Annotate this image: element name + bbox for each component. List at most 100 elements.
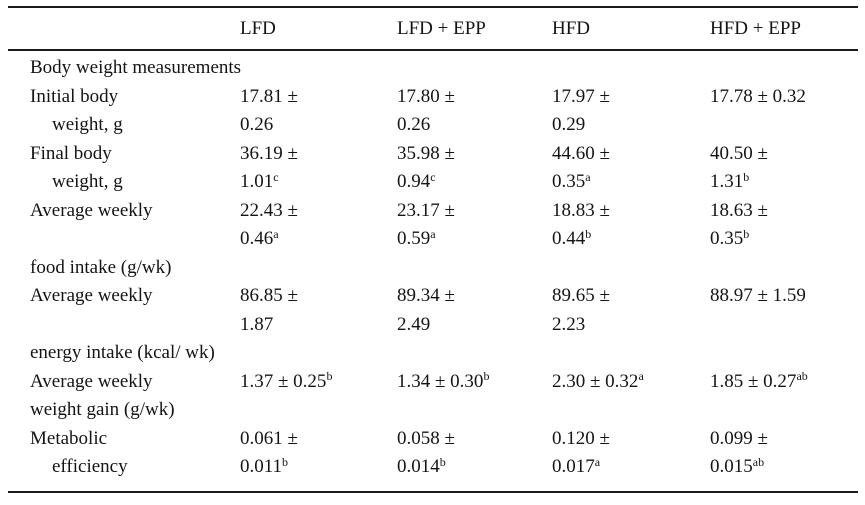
value-line: 17.80 ±: [397, 85, 455, 107]
value-cell-hfd: 89.65 ± 2.23: [552, 282, 710, 368]
row-label-line: Average weekly: [30, 199, 153, 221]
value-line: 1.31b: [710, 169, 750, 192]
value-cell-hfd: 17.97 ± 0.29: [552, 83, 710, 140]
value-cell-hfd-epp: 18.63 ± 0.35b: [710, 197, 858, 283]
row-label: Metabolic efficiency: [30, 425, 240, 482]
column-header-lfd-epp: LFD + EPP: [397, 17, 486, 39]
data-row: Average weekly food intake (g/wk) 22.43 ±…: [30, 197, 858, 283]
row-label-line: weight, g: [52, 114, 123, 135]
value-line: 0.26: [240, 114, 274, 135]
row-label-line: weight gain (g/wk): [30, 399, 175, 420]
value-cell-hfd-epp: 17.78 ± 0.32: [710, 83, 858, 140]
significance-superscript: a: [585, 169, 591, 184]
value-line: 0.35a: [552, 169, 591, 192]
significance-superscript: a: [273, 226, 279, 241]
value-line: 0.011b: [240, 454, 289, 477]
value-line: 1.37 ± 0.25b: [240, 369, 333, 392]
section-label: Body weight measurements: [30, 57, 242, 78]
value-line: 17.97 ±: [552, 85, 610, 107]
row-label-line: [30, 311, 240, 340]
value-line: 0.29: [552, 114, 586, 135]
value-line: 89.65 ±: [552, 285, 610, 306]
value-line: 0.44b: [552, 226, 592, 249]
value-line: 2.30 ± 0.32a: [552, 369, 644, 392]
row-label-line: Final body: [30, 142, 112, 164]
significance-superscript: b: [483, 369, 490, 384]
table-header-row: LFD LFD + EPP HFD HFD + EPP: [8, 8, 858, 51]
value-cell-lfd-epp: 1.34 ± 0.30b: [397, 368, 552, 425]
value-cell-lfd: 36.19 ± 1.01c: [240, 140, 397, 197]
value-cell-hfd: 0.120 ± 0.017a: [552, 425, 710, 482]
value-line: 86.85 ±: [240, 285, 298, 306]
value-line: 0.099 ±: [710, 427, 768, 449]
value-line: 0.061 ±: [240, 427, 298, 449]
value-line: 44.60 ±: [552, 142, 610, 164]
row-label: Average weekly energy intake (kcal/ wk): [30, 282, 240, 368]
value-line: 0.120 ±: [552, 427, 610, 449]
value-line: 17.81 ±: [240, 85, 298, 107]
value-line: 0.015ab: [710, 454, 765, 477]
row-label-line: Metabolic: [30, 427, 108, 449]
value-line: 22.43 ±: [240, 199, 298, 221]
value-line: 0.017a: [552, 454, 601, 477]
significance-superscript: a: [594, 454, 601, 469]
section-row: Body weight measurements: [30, 54, 858, 83]
row-label-line: food intake (g/wk): [30, 256, 172, 278]
significance-superscript: b: [326, 369, 333, 384]
value-line: 0.59a: [397, 226, 436, 249]
value-line: 36.19 ±: [240, 142, 298, 164]
value-cell-lfd: 0.061 ± 0.011b: [240, 425, 397, 482]
value-line: 0.94c: [397, 169, 436, 192]
value-line: 18.63 ±: [710, 199, 768, 221]
value-line: 88.97 ± 1.59: [710, 285, 806, 306]
value-cell-hfd: 44.60 ± 0.35a: [552, 140, 710, 197]
significance-superscript: c: [430, 169, 436, 184]
row-label-line: [30, 225, 240, 254]
row-label-line: Initial body: [30, 85, 119, 107]
results-table: LFD LFD + EPP HFD HFD + EPP Body weight mea…: [8, 6, 858, 493]
significance-superscript: c: [273, 169, 279, 184]
value-line: 0.058 ±: [397, 427, 455, 449]
row-label-line: Average weekly: [30, 370, 153, 392]
significance-superscript: b: [743, 169, 750, 184]
value-line: 1.87: [240, 313, 274, 335]
significance-superscript: b: [439, 454, 446, 469]
value-cell-lfd-epp: 35.98 ± 0.94c: [397, 140, 552, 197]
significance-superscript: b: [282, 454, 289, 469]
value-cell-lfd-epp: 0.058 ± 0.014b: [397, 425, 552, 482]
value-line: 18.83 ±: [552, 199, 610, 221]
value-cell-hfd-epp: 0.099 ± 0.015ab: [710, 425, 858, 482]
row-label-line: weight, g: [52, 171, 123, 192]
value-cell-hfd-epp: 40.50 ± 1.31b: [710, 140, 858, 197]
data-row: Metabolic efficiency 0.061 ±0.011b 0.058 ±0…: [30, 425, 858, 482]
significance-superscript: a: [430, 226, 436, 241]
column-header-lfd: LFD: [240, 17, 276, 39]
row-label: Final body weight, g: [30, 140, 240, 197]
significance-superscript: a: [638, 369, 644, 384]
value-line: 23.17 ±: [397, 199, 455, 221]
row-label: Initial body weight, g: [30, 83, 240, 140]
value-cell-lfd: 22.43 ± 0.46a: [240, 197, 397, 283]
value-line: 1.85 ± 0.27ab: [710, 369, 808, 392]
value-cell-lfd-epp: 17.80 ± 0.26: [397, 83, 552, 140]
column-header-hfd: HFD: [552, 17, 591, 39]
value-cell-hfd-epp: 1.85 ± 0.27ab: [710, 368, 858, 425]
column-header-hfd-epp: HFD + EPP: [710, 17, 801, 39]
value-line: 2.23: [552, 313, 586, 335]
value-cell-lfd-epp: 89.34 ± 2.49: [397, 282, 552, 368]
row-label: Average weekly weight gain (g/wk): [30, 368, 240, 425]
value-cell-lfd: 86.85 ± 1.87: [240, 282, 397, 368]
value-line: 2.49: [397, 313, 431, 335]
table-body: Body weight measurements Initial body weig…: [8, 51, 858, 491]
data-row: Final body weight, g 36.19 ± 1.01c 35.98 ± 0.…: [30, 140, 858, 197]
significance-superscript: ab: [752, 454, 765, 469]
value-cell-hfd: 18.83 ± 0.44b: [552, 197, 710, 283]
significance-superscript: b: [585, 226, 592, 241]
row-label-line: efficiency: [52, 456, 128, 477]
data-row: Average weekly weight gain (g/wk) 1.37 ± 0…: [30, 368, 858, 425]
significance-superscript: ab: [796, 369, 808, 384]
value-line: 0.26: [397, 114, 431, 135]
data-row: Initial body weight, g 17.81 ± 0.26 17.80 ± 0…: [30, 83, 858, 140]
value-line: 0.014b: [397, 454, 446, 477]
value-line: 35.98 ±: [397, 142, 455, 164]
